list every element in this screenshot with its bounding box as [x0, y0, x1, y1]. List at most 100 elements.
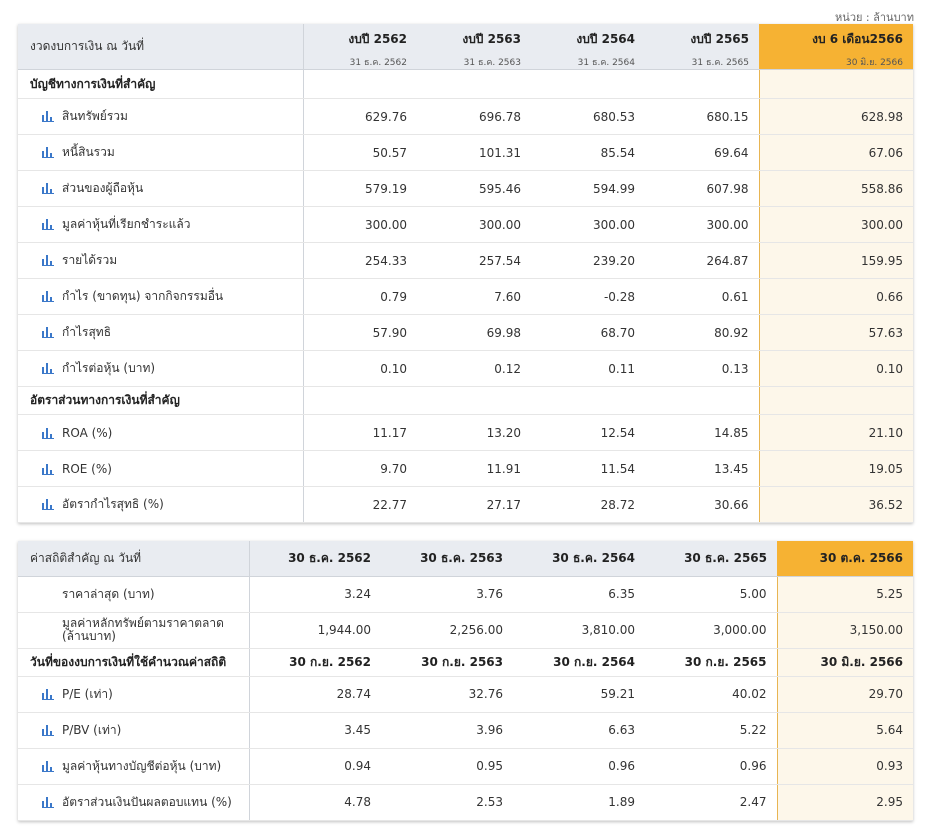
- t1-section-ratios: อัตราส่วนทางการเงินที่สำคัญ: [18, 386, 913, 415]
- value-cell: 85.54: [531, 134, 645, 171]
- value-cell: 6.63: [513, 712, 645, 749]
- row-label-text: หนี้สินรวม: [62, 145, 115, 159]
- value-cell: 14.85: [645, 414, 759, 451]
- value-cell: 680.53: [531, 98, 645, 135]
- t1-col-2563: งบปี 2563 31 ธ.ค. 2563: [417, 24, 531, 70]
- value-cell: 558.86: [758, 170, 913, 207]
- bar-chart-icon[interactable]: [42, 463, 54, 475]
- value-cell: 1.89: [513, 784, 645, 821]
- value-cell: 0.96: [645, 748, 777, 785]
- value-cell: 607.98: [645, 170, 759, 207]
- value-cell: 300.00: [758, 206, 913, 243]
- value-cell: 3.96: [381, 712, 513, 749]
- bar-chart-icon[interactable]: [42, 291, 54, 302]
- row-label[interactable]: มูลค่าหุ้นทางบัญชีต่อหุ้น (บาท): [18, 748, 250, 785]
- row-label-text: กำไรต่อหุ้น (บาท): [62, 361, 156, 375]
- bar-chart-icon[interactable]: [42, 183, 54, 194]
- value-cell: 68.70: [531, 314, 645, 351]
- value-cell: 13.45: [645, 450, 759, 487]
- bar-chart-icon[interactable]: [42, 147, 54, 158]
- row-label[interactable]: กำไรต่อหุ้น (บาท): [18, 350, 304, 387]
- row-label-text: อัตราส่วนเงินปันผลตอบแทน (%): [62, 794, 232, 809]
- table-row[interactable]: ROE (%) 9.70 11.91 11.54 13.45 19.05: [18, 450, 913, 487]
- value-cell: 32.76: [381, 676, 513, 713]
- table-row[interactable]: P/E (เท่า) 28.74 32.76 59.21 40.02 29.70: [18, 676, 913, 713]
- table-row[interactable]: มูลค่าหุ้นที่เรียกชำระแล้ว 300.00 300.00 30…: [18, 206, 913, 243]
- unit-note: หน่วย : ล้านบาท: [835, 11, 914, 24]
- table-row[interactable]: กำไร (ขาดทุน) จากกิจกรรมอื่น 0.79 7.60 -0.2…: [18, 278, 913, 315]
- t2-section-statement-dates: วันที่ของงบการเงินที่ใช้คำนวณค่าสถิติ 30 …: [18, 648, 913, 677]
- bar-chart-icon[interactable]: [42, 760, 54, 772]
- row-label[interactable]: ROA (%): [18, 414, 304, 451]
- table-row[interactable]: ROA (%) 11.17 13.20 12.54 14.85 21.10: [18, 414, 913, 451]
- bar-chart-icon[interactable]: [42, 255, 54, 266]
- table-row[interactable]: รายได้รวม 254.33 257.54 239.20 264.87 159.95: [18, 242, 913, 279]
- row-label[interactable]: P/E (เท่า): [18, 676, 250, 713]
- row-label[interactable]: ROE (%): [18, 450, 304, 487]
- table-row[interactable]: กำไรต่อหุ้น (บาท) 0.10 0.12 0.11 0.13 0.10: [18, 350, 913, 387]
- value-cell: 50.57: [303, 134, 417, 171]
- row-label-text: กำไร (ขาดทุน) จากกิจกรรมอื่น: [62, 289, 224, 303]
- t2-col-4: 30 ธ.ค. 2565: [645, 541, 777, 577]
- value-cell: 29.70: [776, 676, 913, 713]
- row-label[interactable]: ส่วนของผู้ถือหุ้น: [18, 170, 304, 207]
- table-row: มูลค่าหลักทรัพย์ตามราคาตลาด (ล้านบาท) 1,9…: [18, 612, 913, 649]
- table-row[interactable]: อัตราส่วนเงินปันผลตอบแทน (%) 4.78 2.53 1.89…: [18, 784, 913, 821]
- value-cell: 13.20: [417, 414, 531, 451]
- value-cell: 5.00: [645, 576, 777, 613]
- row-label-text: รายได้รวม: [62, 253, 118, 267]
- bar-chart-icon[interactable]: [42, 796, 54, 808]
- row-label[interactable]: อัตรากำไรสุทธิ (%): [18, 486, 304, 523]
- value-cell: 3,810.00: [513, 612, 645, 649]
- bar-chart-icon[interactable]: [42, 499, 54, 510]
- value-cell: 300.00: [303, 206, 417, 243]
- value-cell: 30.66: [645, 486, 759, 523]
- value-cell: 3.24: [249, 576, 381, 613]
- bar-chart-icon[interactable]: [42, 427, 54, 439]
- value-cell: 696.78: [417, 98, 531, 135]
- row-label[interactable]: รายได้รวม: [18, 242, 304, 279]
- value-cell: 6.35: [513, 576, 645, 613]
- value-cell: 0.61: [645, 278, 759, 315]
- value-cell: 594.99: [531, 170, 645, 207]
- table-row[interactable]: P/BV (เท่า) 3.45 3.96 6.63 5.22 5.64: [18, 712, 913, 749]
- value-cell: 1,944.00: [249, 612, 381, 649]
- value-cell: 254.33: [303, 242, 417, 279]
- row-label[interactable]: อัตราส่วนเงินปันผลตอบแทน (%): [18, 784, 250, 821]
- bar-chart-icon[interactable]: [42, 327, 54, 338]
- row-label[interactable]: มูลค่าหุ้นที่เรียกชำระแล้ว: [18, 206, 304, 243]
- value-cell: 3,150.00: [776, 612, 913, 649]
- table-row[interactable]: กำไรสุทธิ 57.90 69.98 68.70 80.92 57.63: [18, 314, 913, 351]
- value-cell: 300.00: [531, 206, 645, 243]
- row-label[interactable]: หนี้สินรวม: [18, 134, 304, 171]
- value-cell: 69.98: [417, 314, 531, 351]
- t2-col-1: 30 ธ.ค. 2562: [249, 541, 381, 577]
- value-cell: 5.64: [776, 712, 913, 749]
- table-row[interactable]: ส่วนของผู้ถือหุ้น 579.19 595.46 594.99 607.9…: [18, 170, 913, 207]
- value-cell: 11.54: [531, 450, 645, 487]
- row-label[interactable]: P/BV (เท่า): [18, 712, 250, 749]
- table-row[interactable]: สินทรัพย์รวม 629.76 696.78 680.53 680.15 628.…: [18, 98, 913, 135]
- row-label: มูลค่าหลักทรัพย์ตามราคาตลาด (ล้านบาท): [18, 612, 250, 649]
- value-cell: 12.54: [531, 414, 645, 451]
- value-cell: 579.19: [303, 170, 417, 207]
- value-cell: 59.21: [513, 676, 645, 713]
- table-row[interactable]: อัตรากำไรสุทธิ (%) 22.77 27.17 28.72 30.66 36…: [18, 486, 913, 523]
- row-label[interactable]: กำไรสุทธิ: [18, 314, 304, 351]
- value-cell: 0.93: [776, 748, 913, 785]
- table-row[interactable]: มูลค่าหุ้นทางบัญชีต่อหุ้น (บาท) 0.94 0.95 0…: [18, 748, 913, 785]
- table-row[interactable]: หนี้สินรวม 50.57 101.31 85.54 69.64 67.06: [18, 134, 913, 171]
- table-row: ราคาล่าสุด (บาท) 3.24 3.76 6.35 5.00 5.25: [18, 576, 913, 613]
- bar-chart-icon[interactable]: [42, 111, 54, 122]
- statement-date-cell: 30 มิ.ย. 2566: [776, 648, 913, 677]
- value-cell: 239.20: [531, 242, 645, 279]
- row-label[interactable]: กำไร (ขาดทุน) จากกิจกรรมอื่น: [18, 278, 304, 315]
- row-label[interactable]: สินทรัพย์รวม: [18, 98, 304, 135]
- bar-chart-icon[interactable]: [42, 688, 54, 700]
- bar-chart-icon[interactable]: [42, 363, 54, 374]
- value-cell: 159.95: [758, 242, 913, 279]
- bar-chart-icon[interactable]: [42, 219, 54, 230]
- statement-date-cell: 30 ก.ย. 2564: [513, 648, 645, 677]
- bar-chart-icon[interactable]: [42, 724, 54, 736]
- value-cell: 9.70: [303, 450, 417, 487]
